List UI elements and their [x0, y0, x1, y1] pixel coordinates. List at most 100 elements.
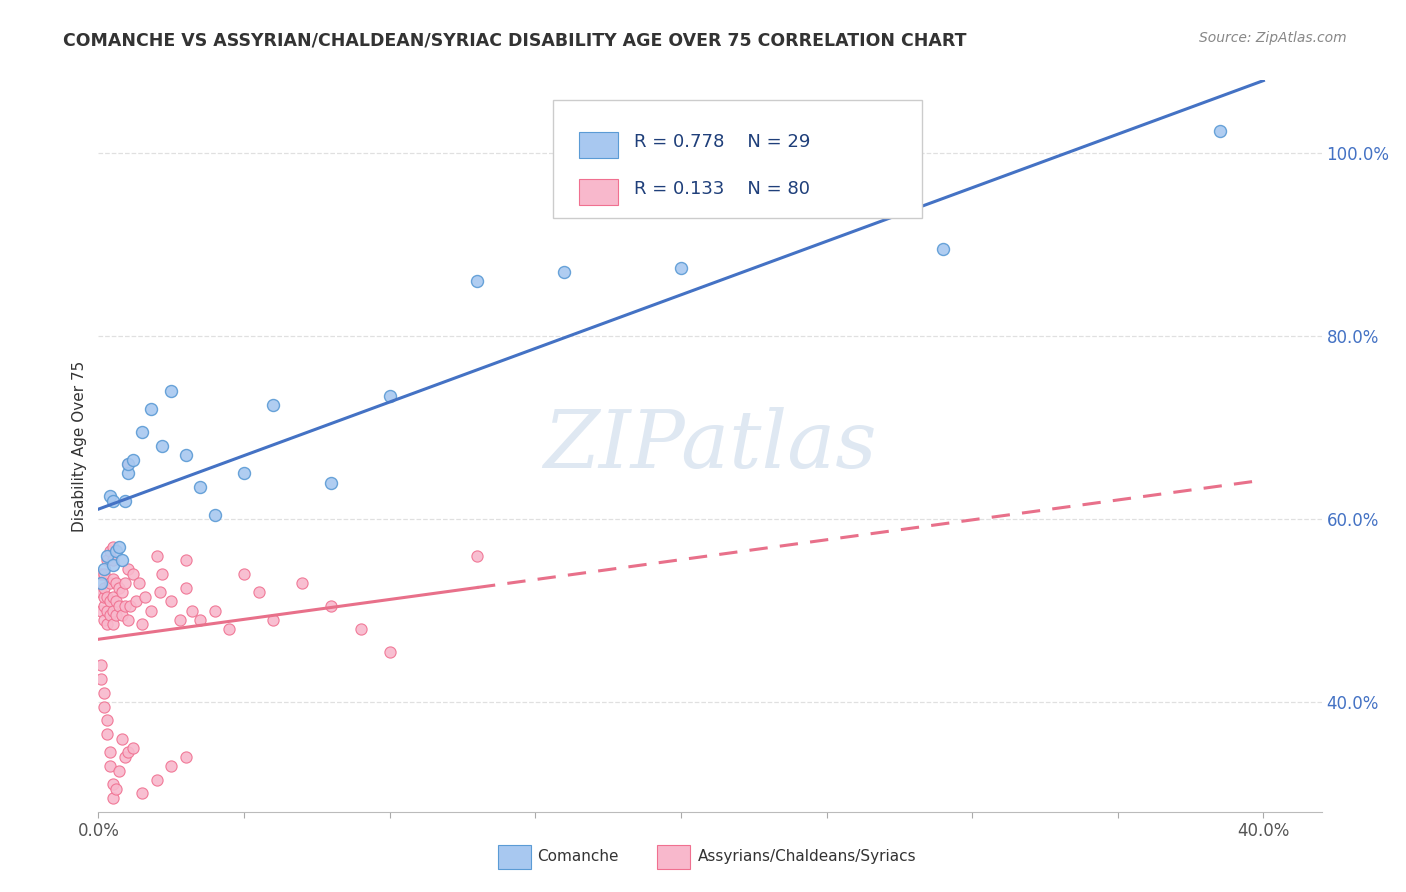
Point [101, 603, 124, 617]
Point [131, 787, 153, 801]
FancyBboxPatch shape [657, 845, 690, 869]
Point [145, 772, 167, 787]
Point [93, 686, 115, 700]
Point [378, 645, 401, 659]
Point [93, 581, 115, 595]
Point [96, 590, 118, 604]
Point [111, 608, 134, 623]
Point [93, 599, 115, 613]
Point [93, 699, 115, 714]
Point [349, 622, 371, 636]
Point [218, 622, 240, 636]
Point [262, 398, 284, 412]
Point [128, 576, 150, 591]
Point [233, 467, 256, 481]
Point [96, 727, 118, 741]
Point [174, 553, 197, 567]
Point [101, 791, 124, 805]
Point [101, 553, 124, 567]
FancyBboxPatch shape [554, 100, 922, 218]
Point [131, 425, 153, 440]
Point [160, 594, 183, 608]
Text: Source: ZipAtlas.com: Source: ZipAtlas.com [1199, 31, 1347, 45]
Point [114, 494, 136, 508]
Point [108, 581, 131, 595]
Point [125, 594, 148, 608]
Point [1208, 123, 1232, 137]
Text: COMANCHE VS ASSYRIAN/CHALDEAN/SYRIAC DISABILITY AGE OVER 75 CORRELATION CHART: COMANCHE VS ASSYRIAN/CHALDEAN/SYRIAC DIS… [63, 31, 967, 49]
Point [291, 576, 314, 591]
Point [188, 480, 212, 494]
FancyBboxPatch shape [498, 845, 531, 869]
Point [104, 576, 127, 591]
Point [108, 764, 131, 778]
Point [96, 553, 118, 567]
Point [114, 576, 136, 591]
Point [120, 599, 142, 613]
Point [262, 613, 284, 627]
Point [321, 599, 343, 613]
Point [139, 603, 162, 617]
Point [188, 613, 212, 627]
Point [174, 448, 197, 462]
Point [553, 265, 575, 279]
Point [108, 540, 131, 554]
Point [233, 567, 256, 582]
Point [101, 617, 124, 632]
Point [174, 749, 197, 764]
Point [111, 731, 134, 746]
Point [114, 599, 136, 613]
Text: Comanche: Comanche [537, 849, 619, 863]
Point [93, 562, 115, 576]
Point [117, 467, 139, 481]
Point [122, 567, 145, 582]
Point [104, 608, 127, 623]
Point [111, 553, 134, 567]
Point [90, 576, 112, 591]
Text: R = 0.133    N = 80: R = 0.133 N = 80 [634, 179, 810, 198]
Point [180, 603, 202, 617]
Point [98, 608, 121, 623]
Point [149, 585, 172, 599]
Text: ZIPatlas: ZIPatlas [543, 408, 877, 484]
Point [104, 544, 127, 558]
Point [131, 617, 153, 632]
Point [117, 613, 139, 627]
Point [108, 599, 131, 613]
FancyBboxPatch shape [579, 132, 619, 158]
Point [98, 594, 121, 608]
Point [93, 613, 115, 627]
Point [101, 540, 124, 554]
Point [169, 613, 191, 627]
Point [101, 494, 124, 508]
FancyBboxPatch shape [579, 179, 619, 204]
Point [174, 581, 197, 595]
Point [139, 402, 162, 417]
Point [122, 740, 145, 755]
Point [160, 384, 183, 399]
Point [104, 781, 127, 796]
Point [93, 590, 115, 604]
Point [101, 572, 124, 586]
Point [117, 457, 139, 471]
Point [247, 585, 270, 599]
Point [96, 603, 118, 617]
Point [93, 567, 115, 582]
Point [98, 489, 121, 503]
Point [101, 558, 124, 572]
Point [90, 567, 112, 582]
Text: R = 0.778    N = 29: R = 0.778 N = 29 [634, 133, 811, 151]
Point [465, 549, 488, 563]
Point [669, 260, 692, 275]
Point [90, 672, 112, 686]
Point [104, 594, 127, 608]
Point [122, 452, 145, 467]
Point [117, 457, 139, 471]
Point [98, 544, 121, 558]
Point [152, 567, 174, 582]
Point [117, 562, 139, 576]
Point [152, 439, 174, 453]
Point [90, 658, 112, 673]
Point [114, 749, 136, 764]
Point [90, 603, 112, 617]
